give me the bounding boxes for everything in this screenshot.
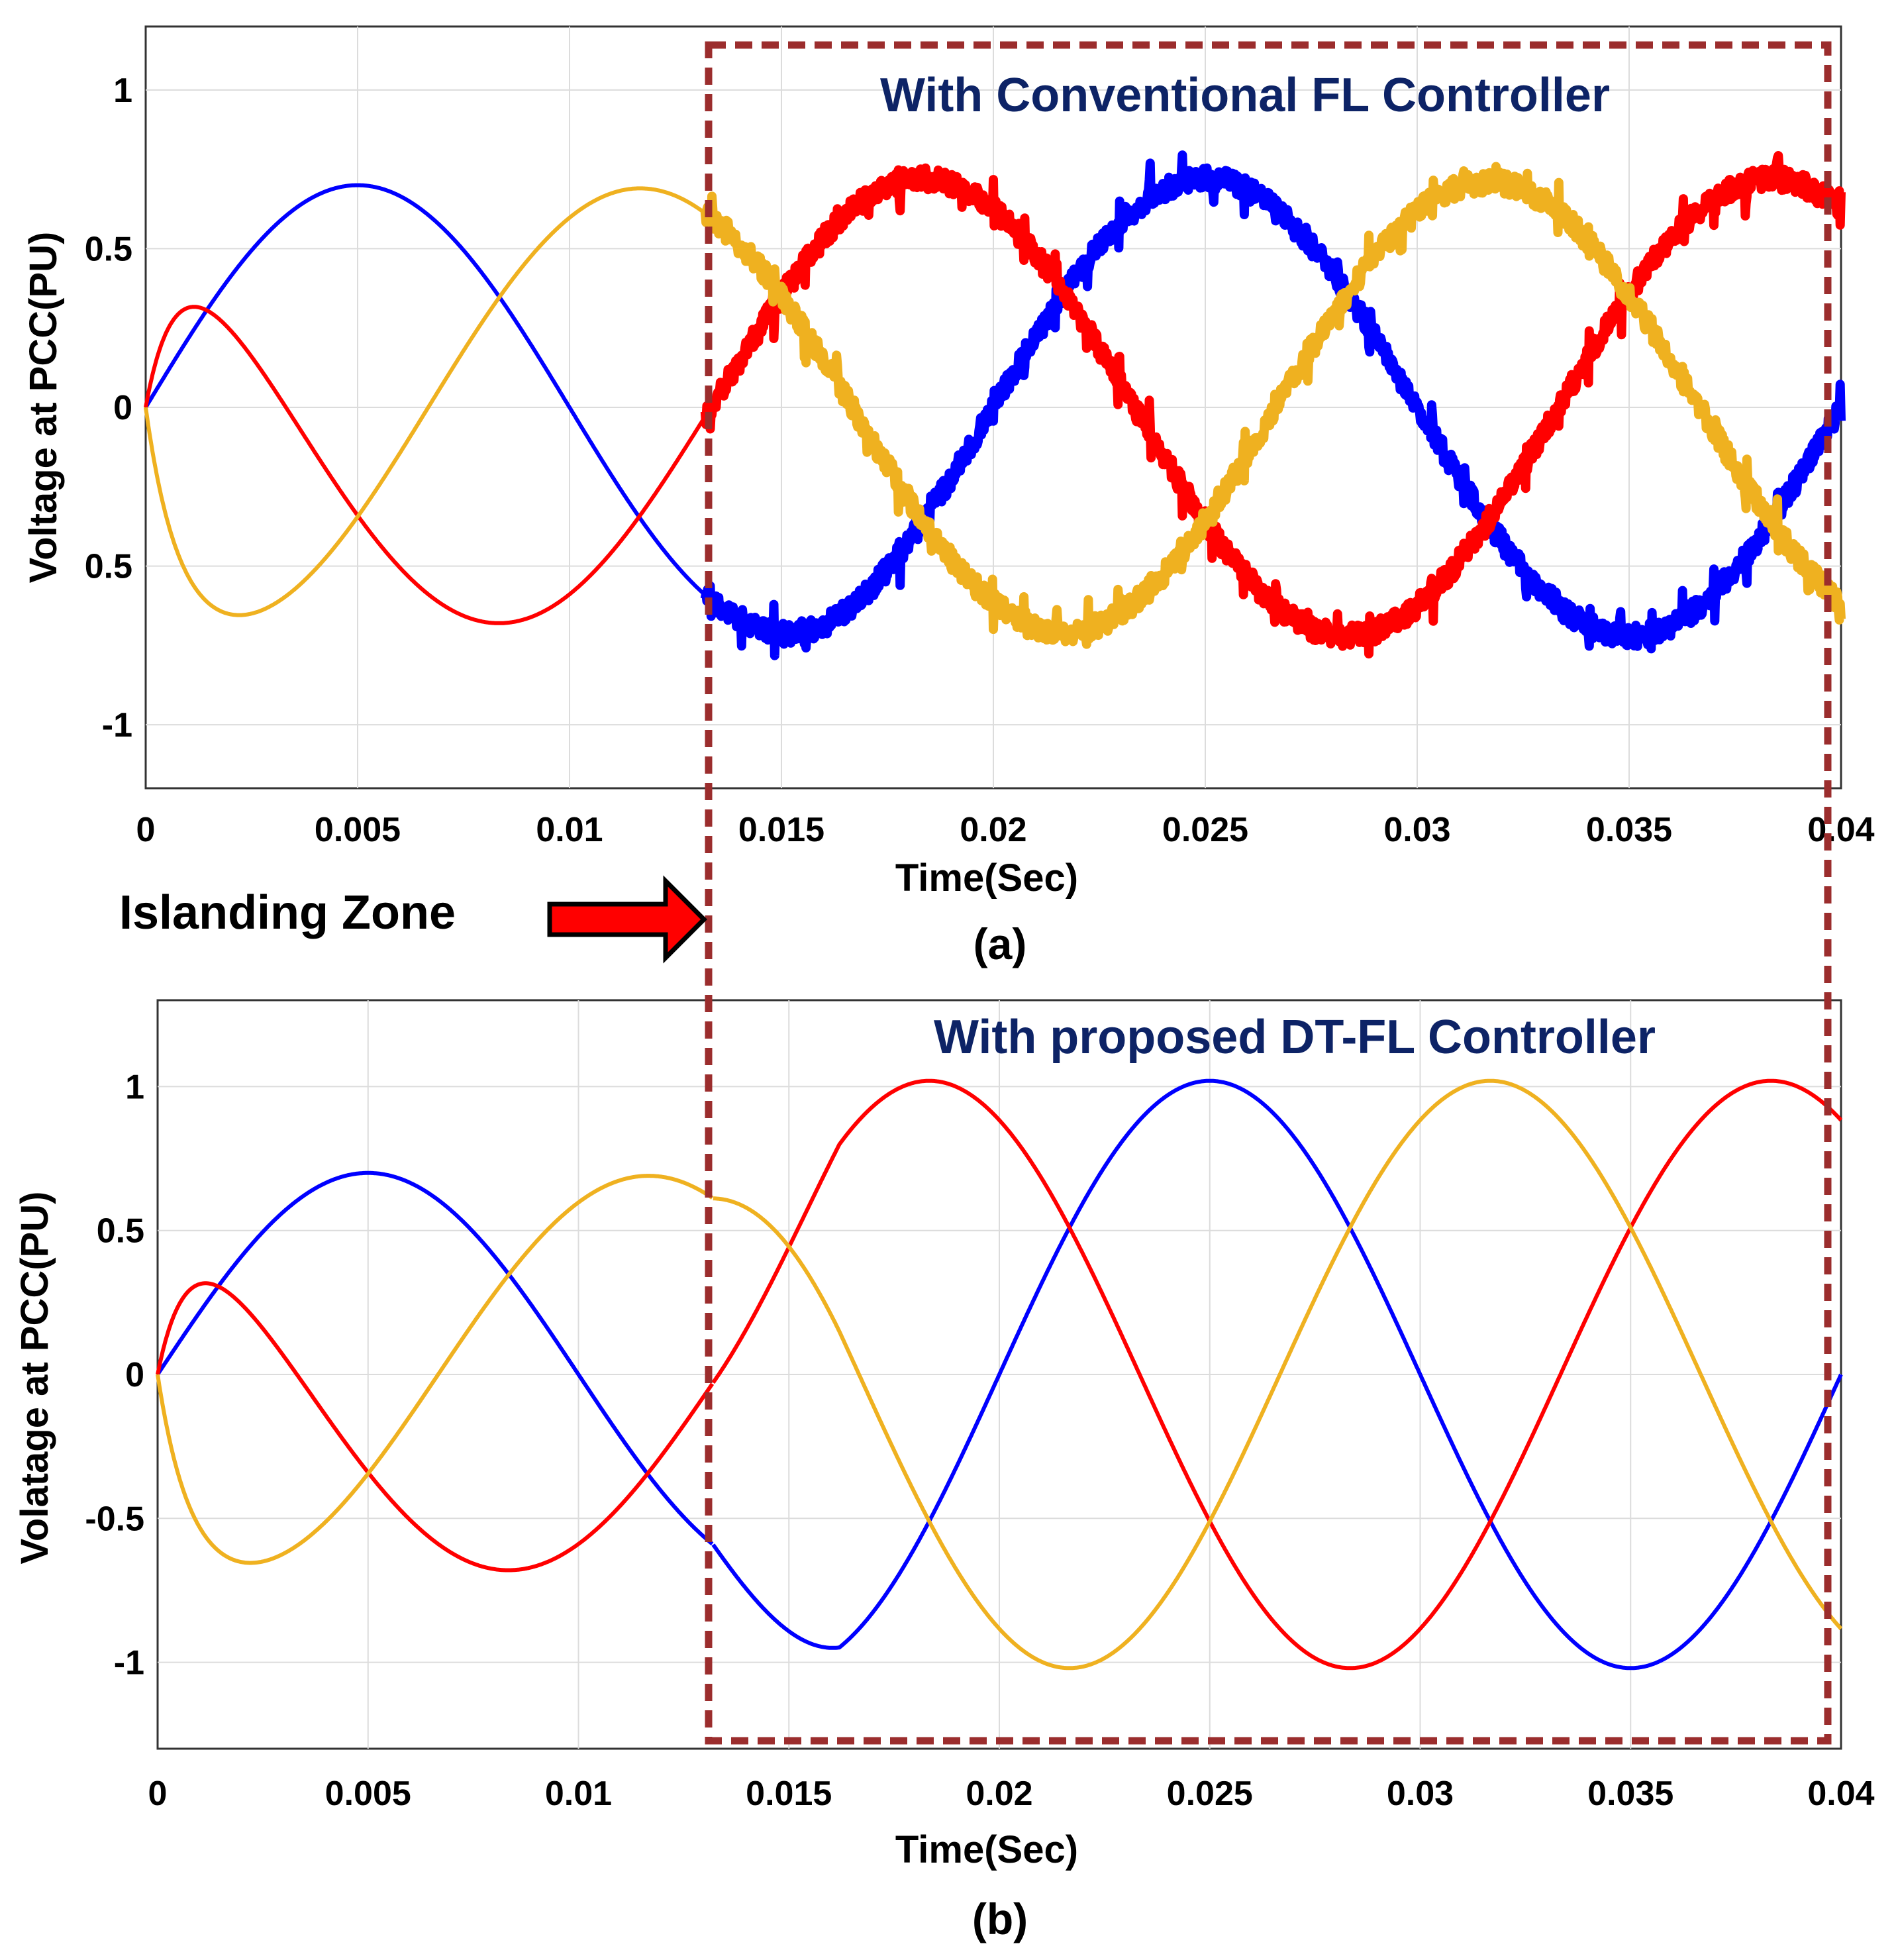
caption-b: (b) <box>972 1894 1028 1943</box>
series-line-post-phase-blue <box>700 150 1846 660</box>
annotation-a: With Conventional FL Controller <box>880 69 1610 122</box>
x-tick-label: 0 <box>136 811 156 849</box>
x-tick-label: 0.005 <box>325 1775 411 1813</box>
series-line-pre-phase-orange <box>156 1174 714 1565</box>
x-tick-label: 0.04 <box>1807 811 1874 849</box>
lines-a <box>144 150 1846 660</box>
xlabel-a: Time(Sec) <box>895 856 1078 900</box>
panel-b: 0 0.005 0.01 0.015 0.02 0.025 0.03 0.035 0.04 1 0… <box>13 999 1875 1943</box>
yticks-b: 1 0.5 0 -0.5 -1 <box>85 1068 144 1682</box>
x-tick-label: 0.03 <box>1383 811 1450 849</box>
x-tick-label: 0.015 <box>746 1775 832 1813</box>
x-tick-label: 0.015 <box>738 811 824 849</box>
xlabel-b: Time(Sec) <box>895 1828 1078 1871</box>
x-tick-label: 0.02 <box>960 811 1026 849</box>
y-tick-label: 0.5 <box>97 1212 144 1251</box>
x-tick-label: 0.035 <box>1587 1775 1673 1813</box>
ylabel-a: Voltage at PCC(PU) <box>22 232 65 584</box>
x-tick-label: 0.04 <box>1807 1775 1874 1813</box>
x-tick-label: 0.02 <box>966 1775 1032 1813</box>
x-tick-label: 0.035 <box>1586 811 1672 849</box>
series-line-pre-phase-blue <box>144 183 706 596</box>
y-tick-label: 0.5 <box>85 548 132 586</box>
y-tick-label: 0 <box>125 1356 144 1394</box>
caption-a: (a) <box>973 919 1027 968</box>
y-tick-label: -0.5 <box>85 1500 144 1538</box>
yticks-a: 1 0.5 0 0.5 -1 <box>85 72 132 745</box>
annotation-b: With proposed DT-FL Controller <box>934 1011 1656 1064</box>
lines-b <box>156 1078 1843 1671</box>
y-tick-label: 0 <box>113 389 132 427</box>
x-tick-label: 0.03 <box>1387 1775 1454 1813</box>
islanding-zone-box <box>705 41 1832 1745</box>
xticks-b: 0 0.005 0.01 0.015 0.02 0.025 0.03 0.035 0.04 <box>148 1775 1875 1813</box>
islanding-zone-label: Islanding Zone <box>119 886 456 939</box>
x-tick-label: 0.005 <box>315 811 401 849</box>
series-line-post-phase-blue <box>711 1078 1843 1671</box>
panel-a: 0 0.005 0.01 0.015 0.02 0.025 0.03 0.035 0.04 1 0… <box>22 25 1875 968</box>
x-tick-label: 0.025 <box>1162 811 1248 849</box>
series-line-pre-phase-red <box>144 305 707 625</box>
series-line-post-phase-orange <box>712 1078 1843 1671</box>
series-line-post-phase-red <box>700 151 1846 659</box>
y-tick-label: -1 <box>102 706 132 745</box>
series-line-pre-phase-orange <box>144 186 706 617</box>
series-line-post-phase-red <box>711 1078 1843 1671</box>
x-tick-label: 0.01 <box>536 811 603 849</box>
x-tick-label: 0 <box>148 1775 168 1813</box>
series-line-pre-phase-red <box>156 1281 715 1573</box>
y-tick-label: -1 <box>114 1644 144 1682</box>
xticks-a: 0 0.005 0.01 0.015 0.02 0.025 0.03 0.035 0.04 <box>136 811 1875 849</box>
y-tick-label: 1 <box>113 72 132 110</box>
series-line-pre-phase-blue <box>156 1170 714 1546</box>
series-line-post-phase-orange <box>700 162 1846 649</box>
islanding-arrow-icon <box>547 875 707 964</box>
ylabel-b: Volatage at PCC(PU) <box>13 1192 56 1565</box>
x-tick-label: 0.025 <box>1167 1775 1253 1813</box>
y-tick-label: 1 <box>125 1068 144 1106</box>
x-tick-label: 0.01 <box>545 1775 612 1813</box>
y-tick-label: 0.5 <box>85 230 132 268</box>
